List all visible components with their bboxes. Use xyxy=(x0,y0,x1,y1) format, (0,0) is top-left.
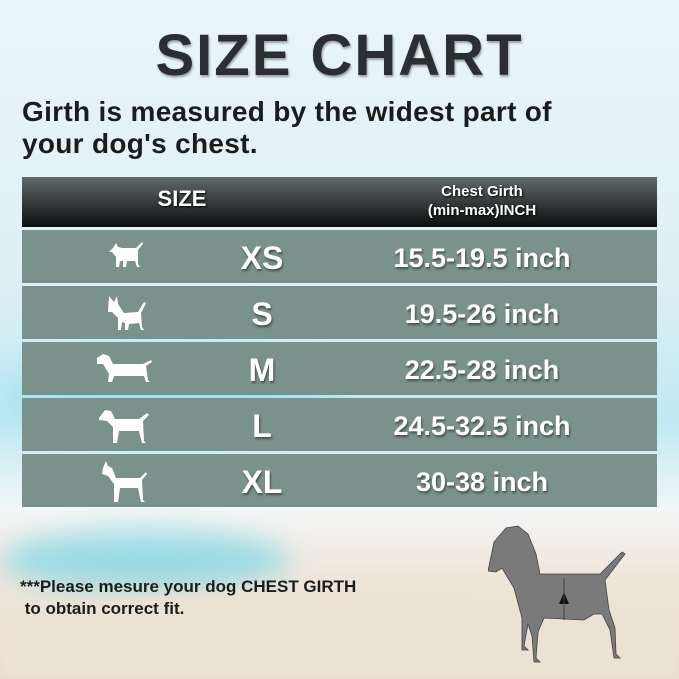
subtitle-line-1: Girth is measured by the widest part of xyxy=(22,96,552,127)
table-row: L 24.5-32.5 inch xyxy=(22,398,657,451)
page-title: SIZE CHART xyxy=(155,23,524,88)
measure-note: ***Please mesure your dog CHEST GIRTH to… xyxy=(20,576,490,620)
size-label: S xyxy=(251,296,273,332)
table-row: S 19.5-26 inch xyxy=(22,286,657,339)
girth-value: 22.5-28 inch xyxy=(404,355,560,385)
subtitle: Girth is measured by the widest part of … xyxy=(22,96,662,160)
girth-value: 30-38 inch xyxy=(415,467,549,497)
chihuahua-icon xyxy=(108,296,146,330)
size-label: XL xyxy=(241,464,283,500)
small-dog-icon xyxy=(109,242,143,267)
dachshund-icon xyxy=(97,354,152,382)
size-table: SIZE Chest Girth (min-max)INCH XS 15.5-1… xyxy=(22,177,657,507)
header-chest-girth: Chest Girth (min-max)INCH xyxy=(342,182,622,220)
subtitle-line-2: your dog's chest. xyxy=(22,128,258,159)
pointer-dog-illustration-icon xyxy=(488,525,626,663)
note-line-1: ***Please mesure your dog CHEST GIRTH xyxy=(20,577,357,596)
size-label: L xyxy=(252,408,272,444)
size-label: XS xyxy=(240,240,284,276)
header-size: SIZE xyxy=(157,186,207,211)
size-label: M xyxy=(248,352,276,388)
girth-value: 24.5-32.5 inch xyxy=(393,411,571,441)
table-row: M 22.5-28 inch xyxy=(22,342,657,395)
note-line-2: to obtain correct fit. xyxy=(20,599,185,618)
table-row: XS 15.5-19.5 inch xyxy=(22,230,657,283)
medium-dog-icon xyxy=(99,410,149,443)
girth-value: 15.5-19.5 inch xyxy=(393,243,571,273)
table-row: XL 30-38 inch xyxy=(22,454,657,507)
header-girth-line-1: Chest Girth xyxy=(441,183,523,200)
great-dane-icon xyxy=(102,461,147,502)
girth-value: 19.5-26 inch xyxy=(404,299,560,329)
header-girth-line-2: (min-max)INCH xyxy=(427,202,537,219)
table-header: SIZE Chest Girth (min-max)INCH xyxy=(22,177,657,227)
background-sea xyxy=(0,530,290,590)
